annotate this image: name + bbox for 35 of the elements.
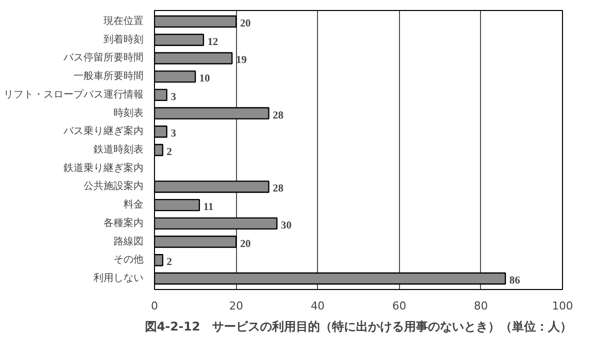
data-label: 10 (199, 74, 210, 85)
y-tick-label: 現在位置 (104, 15, 144, 28)
y-tick-label: 鉄道時刻表 (94, 144, 144, 156)
y-tick-label: バス停留所要時間 (62, 52, 144, 64)
y-tick-label: 到着時刻 (104, 33, 144, 46)
x-tick-label: 0 (151, 300, 158, 312)
data-label: 3 (170, 92, 176, 103)
y-tick-label: 各種案内 (104, 216, 144, 229)
y-tick-label: 公共施設案内 (84, 180, 144, 192)
y-tick-label: 料金 (124, 198, 144, 211)
y-tick-label: 一般車所要時間 (74, 70, 144, 82)
data-label: 28 (272, 184, 284, 195)
data-label: 86 (509, 275, 521, 286)
text: 図4-2-12 サービスの利用目的（特に出かける用事のないとき）（単位：人） (144, 320, 572, 334)
y-tick-label: バス乗り継ぎ案内 (62, 125, 144, 138)
x-tick-label: 40 (310, 300, 325, 312)
data-label: 3 (170, 128, 176, 140)
data-label: 20 (240, 18, 251, 30)
y-tick-label: 時刻表 (114, 106, 144, 119)
y-tick-label: その他 (114, 254, 144, 266)
data-label: 12 (207, 36, 218, 48)
x-tick-label: 80 (474, 300, 488, 312)
data-label: 2 (166, 257, 172, 268)
y-tick-label: 鉄道乗り継ぎ案内 (64, 162, 144, 174)
data-label: 11 (203, 202, 214, 214)
data-label: 2 (166, 147, 172, 158)
y-tick-label: リフト・スロープバス運行情報 (4, 88, 144, 100)
y-tick-label: 利用しない (94, 272, 144, 284)
x-tick-label: 60 (392, 300, 406, 312)
y-tick-label: 路線図 (114, 235, 144, 248)
data-label: 28 (272, 110, 284, 122)
x-tick-label: 20 (229, 300, 244, 312)
x-tick-label: 100 (552, 300, 573, 312)
data-label: 30 (280, 220, 292, 232)
data-label: 20 (240, 238, 251, 250)
